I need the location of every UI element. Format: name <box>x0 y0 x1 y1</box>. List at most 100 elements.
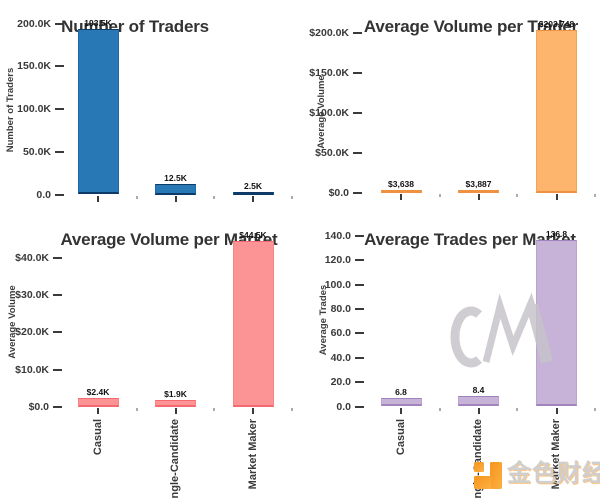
x-tick-mark <box>477 194 480 200</box>
bar-market-maker <box>536 30 577 193</box>
y-tick-label: 120.0 <box>324 254 351 267</box>
y-tick-mark <box>355 308 364 311</box>
bar-single-candidate <box>155 183 196 195</box>
y-tick-mark <box>355 381 364 384</box>
y-tick-label: $10.0K <box>15 363 49 376</box>
y-tick-mark <box>355 356 364 359</box>
y-tick-mark <box>355 405 364 408</box>
x-tick-mark <box>174 408 177 414</box>
x-minor-tick-mark <box>594 407 597 411</box>
x-minor-tick-mark <box>438 194 441 197</box>
y-tick-label: $0.0 <box>28 401 49 413</box>
y-tick-mark <box>355 283 364 286</box>
y-tick-label: $0.0 <box>328 187 349 199</box>
x-tick-mark <box>174 195 177 202</box>
y-tick-mark <box>55 193 64 196</box>
y-tick-mark <box>353 72 362 74</box>
y-tick-mark <box>55 150 64 153</box>
bar-casual <box>77 29 119 195</box>
chart-title: Average Volume per Market <box>60 230 278 250</box>
bar-value-label: 2.5K <box>244 180 262 191</box>
y-axis-label: Average Trades <box>318 284 329 356</box>
bar-casual <box>380 398 422 407</box>
y-tick-mark <box>53 293 62 296</box>
x-minor-tick-mark <box>213 195 216 199</box>
y-tick-mark <box>53 331 62 334</box>
watermark-letter-m-stroke <box>526 303 553 364</box>
y-tick-mark <box>55 108 64 110</box>
x-category-label: Single-Candidate <box>169 419 181 498</box>
bar-market-maker <box>232 240 274 407</box>
bar-value-label: $1.9K <box>164 388 187 399</box>
bar-value-label: $2.4K <box>86 387 110 398</box>
y-tick-label: 50.0K <box>22 145 51 158</box>
x-minor-tick-mark <box>135 408 138 411</box>
x-minor-tick-mark <box>213 408 216 411</box>
x-minor-tick-mark <box>516 194 519 197</box>
x-tick-mark <box>555 194 558 200</box>
x-minor-tick-mark <box>290 408 293 411</box>
x-minor-tick-mark <box>438 407 441 411</box>
bar-value-label: 8.4 <box>472 385 485 396</box>
y-tick-label: 140.0 <box>324 230 351 242</box>
y-tick-mark <box>353 112 362 114</box>
y-tick-label: $100.0K <box>309 107 349 119</box>
x-category-label: Casual <box>91 419 104 456</box>
y-tick-mark <box>353 152 362 154</box>
bar-single-candidate <box>155 399 196 407</box>
y-tick-label: 100.0 <box>324 278 351 291</box>
bar-casual <box>77 398 119 407</box>
y-tick-label: $150.0K <box>309 67 349 79</box>
bar-value-label: 6.8 <box>395 387 407 398</box>
y-tick-label: 150.0K <box>17 60 51 73</box>
y-tick-label: $50.0K <box>315 147 349 159</box>
watermark-letter-c <box>450 306 483 368</box>
y-tick-label: 80.0 <box>330 303 351 316</box>
bar-single-candidate <box>458 396 499 407</box>
x-tick-mark <box>477 407 480 414</box>
bar-value-label: $3,887 <box>465 178 492 189</box>
bar-value-label: $3,638 <box>388 179 414 189</box>
y-tick-label: 60.0 <box>330 327 351 340</box>
x-tick-mark <box>97 408 99 414</box>
bar-market-maker <box>232 191 274 195</box>
bar-value-label: 12.5K <box>164 172 187 183</box>
bar-value-label: $203,748 <box>538 19 575 29</box>
chart-title: Average Trades per Market <box>364 230 576 250</box>
y-tick-label: 200.0K <box>17 17 51 30</box>
x-tick-mark <box>252 195 254 202</box>
x-minor-tick-mark <box>290 195 293 199</box>
y-tick-mark <box>355 259 364 262</box>
jinse-finance-logo: 金色财经 <box>473 458 600 490</box>
y-tick-label: $40.0K <box>15 251 49 264</box>
y-tick-mark <box>53 368 62 371</box>
bar-value-label: $44.5K <box>239 229 267 240</box>
y-tick-label: $20.0K <box>15 326 49 339</box>
jinse-logo-text: 金色财经 <box>507 460 600 487</box>
x-minor-tick-mark <box>135 195 138 199</box>
bar-single-candidate <box>458 189 499 193</box>
y-tick-mark <box>353 32 362 34</box>
bar-value-label: 136.8 <box>545 228 568 239</box>
y-tick-label: 100.0K <box>17 103 51 115</box>
x-minor-tick-mark <box>594 194 597 197</box>
y-tick-label: $30.0K <box>15 288 49 301</box>
y-tick-mark <box>55 65 64 68</box>
chart-title: Average Volume per Trader <box>363 17 579 37</box>
x-tick-mark <box>555 407 558 414</box>
y-tick-mark <box>355 235 364 237</box>
x-tick-mark <box>97 195 99 202</box>
x-category-label: Market Maker <box>246 419 259 490</box>
y-tick-mark <box>355 332 364 335</box>
y-tick-label: 0.0 <box>336 400 351 413</box>
y-tick-mark <box>53 256 62 259</box>
x-category-label: Casual <box>394 418 407 455</box>
y-tick-mark <box>353 192 362 194</box>
y-tick-label: 40.0 <box>330 351 351 364</box>
y-tick-mark <box>55 22 64 25</box>
bar-value-label: 193.5K <box>84 18 112 29</box>
y-tick-label: $200.0K <box>309 27 349 39</box>
x-tick-mark <box>400 407 402 414</box>
coinmetrics-cm-watermark <box>450 292 553 368</box>
